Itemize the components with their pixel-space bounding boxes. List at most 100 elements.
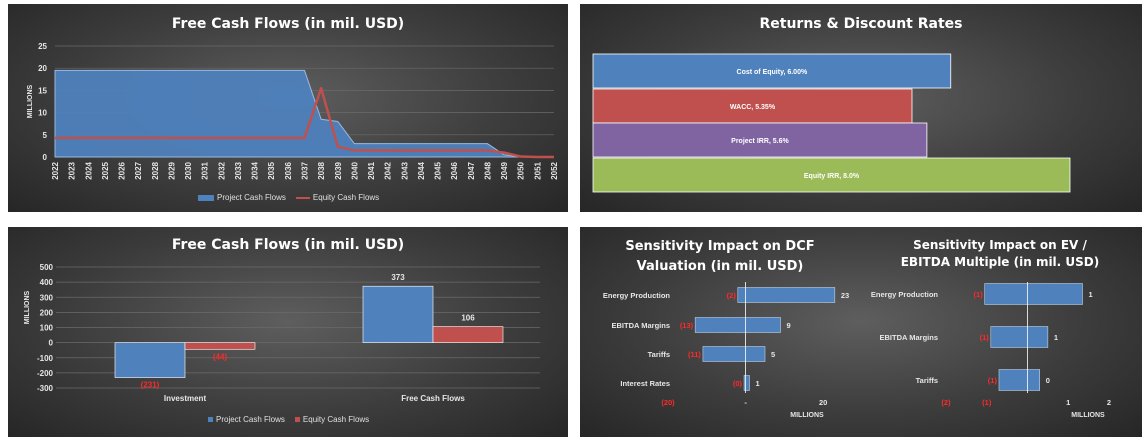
x-tick-label: 2023 <box>68 161 77 179</box>
x-tick-label: 1 <box>1066 398 1070 407</box>
bar-label: Cost of Equity, 6.00% <box>737 69 808 76</box>
x-tick-label: 2030 <box>184 161 193 179</box>
y-tick-label: 400 <box>40 278 54 287</box>
x-tick-label: 2032 <box>217 161 226 179</box>
x-tick-label: 2049 <box>500 161 509 179</box>
x-tick-label: 2035 <box>267 161 276 179</box>
data-label: 106 <box>461 314 475 323</box>
x-tick-label: 2028 <box>151 161 160 179</box>
fcf-timeseries-panel: Free Cash Flows (in mil. USD) 0 5 10 15 20 25… <box>8 4 568 212</box>
x-tick-label: 2046 <box>450 161 459 179</box>
fcf-bar <box>362 285 434 343</box>
y-tick-label: 25 <box>38 42 47 51</box>
x-tick-label: 2052 <box>550 161 559 179</box>
x-tick-label: (2) <box>941 398 951 407</box>
low-label: (1) <box>974 290 984 299</box>
y-tick-label: -300 <box>37 384 54 393</box>
sensitivity-charts: Energy Production (2) 23 EBITDA Margins (13)… <box>603 282 1111 419</box>
x-tick-label: (20) <box>661 398 675 407</box>
data-label: 373 <box>391 273 405 282</box>
returns-panel: Returns & Discount Rates Cost of Equity,… <box>580 4 1142 212</box>
chart-title-ev: Sensitivity Impact on EV / EBITDA Multip… <box>900 238 1100 269</box>
high-label: 1 <box>1054 333 1058 342</box>
x-tick-label: 2050 <box>517 161 526 179</box>
sensitivity-bar <box>984 283 1083 305</box>
x-tick-label: 2040 <box>350 161 359 179</box>
sensitivity-bar <box>702 346 766 362</box>
x-tick-label: 2048 <box>483 161 492 179</box>
returns-bar <box>592 53 952 89</box>
bar-label: Equity IRR, 8.0% <box>804 173 860 180</box>
x-tick-label: 2043 <box>400 161 409 179</box>
bar-label: Project IRR, 5.6% <box>731 138 789 145</box>
x-tick-label: 2031 <box>201 161 210 179</box>
x-tick-label: 2033 <box>234 161 243 179</box>
chart-title-dcf: Sensitivity Impact on DCF Valuation (in … <box>625 239 815 274</box>
x-tick-label: - <box>744 398 747 407</box>
y-tick-label: 5 <box>43 131 48 140</box>
category-label: Interest Rates <box>620 379 670 388</box>
returns-bar <box>592 157 1071 193</box>
x-tick-label: 2022 <box>51 161 60 179</box>
y-tick-label: 20 <box>38 64 47 73</box>
x-tick-label: 2027 <box>134 161 143 179</box>
bar-label: WACC, 5.35% <box>730 104 776 111</box>
fcf-bar-panel: Free Cash Flows (in mil. USD) -300 -200 -1… <box>8 227 568 437</box>
equity-cash-flows-line <box>55 86 554 159</box>
sensitivity-bar <box>694 317 781 333</box>
category-label: Energy Production <box>871 290 939 299</box>
x-tick-label: 2024 <box>84 161 93 179</box>
legend-label-equity: Equity Cash Flows <box>312 193 380 202</box>
high-label: 5 <box>771 350 775 359</box>
low-label: (13) <box>680 321 694 330</box>
low-label: (11) <box>688 350 701 359</box>
legend-swatch-project <box>208 417 213 422</box>
x-tick-label: 20 <box>819 398 827 407</box>
y-tick-label: 100 <box>40 324 54 333</box>
data-label: (44) <box>213 352 228 361</box>
y-tick-label: 10 <box>38 109 47 118</box>
category-label: EBITDA Margins <box>880 333 938 342</box>
high-label: 1 <box>1089 290 1093 299</box>
x-tick-label: 2039 <box>334 161 343 179</box>
y-tick-label: 0 <box>49 339 54 348</box>
low-label: (0) <box>733 379 743 388</box>
x-tick-label: 2029 <box>167 161 176 179</box>
high-label: 23 <box>841 291 849 300</box>
fcf-bar <box>184 342 256 350</box>
y-tick-label: 200 <box>40 308 54 317</box>
low-label: (2) <box>727 291 737 300</box>
data-label: (231) <box>141 381 160 390</box>
x-tick-label: 2026 <box>118 161 127 179</box>
high-label: 0 <box>1046 376 1050 385</box>
x-tick-label: 2038 <box>317 161 326 179</box>
returns-chart: Cost of Equity, 6.00% WACC, 5.35% Project … <box>592 53 1071 193</box>
x-tick-label: (1) <box>982 398 992 407</box>
y-tick-label: -200 <box>37 369 54 378</box>
x-category-label: Free Cash Flows <box>401 394 465 403</box>
legend-label-project: Project Cash Flows <box>217 193 286 202</box>
returns-bar <box>592 88 913 124</box>
chart-title: Returns & Discount Rates <box>759 16 963 32</box>
x-axis-label: MILLIONS <box>790 412 824 419</box>
legend-label-project: Project Cash Flows <box>216 415 285 424</box>
fcf-bar-chart: -300 -200 -100 0 100 200 300 400 500 MILLIONS (231… <box>24 263 540 403</box>
legend: Project Cash Flows Equity Cash Flows <box>208 415 369 424</box>
high-label: 9 <box>787 321 791 330</box>
category-label: Energy Production <box>603 291 671 300</box>
fcf-bar <box>432 326 504 343</box>
fcf-bar <box>114 342 186 378</box>
x-tick-label: 2044 <box>417 161 426 179</box>
y-tick-label: 0 <box>43 153 48 162</box>
sensitivity-bar <box>990 326 1049 348</box>
chart-title: Free Cash Flows (in mil. USD) <box>171 16 405 32</box>
x-tick-label: 2047 <box>467 161 476 179</box>
project-cash-flows-area <box>54 69 554 158</box>
x-tick-label: 2025 <box>101 161 110 179</box>
legend-swatch-equity <box>295 196 310 199</box>
x-tick-label: 2045 <box>434 161 443 179</box>
high-label: 1 <box>755 379 759 388</box>
legend-label-equity: Equity Cash Flows <box>302 415 370 424</box>
y-tick-label: 15 <box>38 86 47 95</box>
